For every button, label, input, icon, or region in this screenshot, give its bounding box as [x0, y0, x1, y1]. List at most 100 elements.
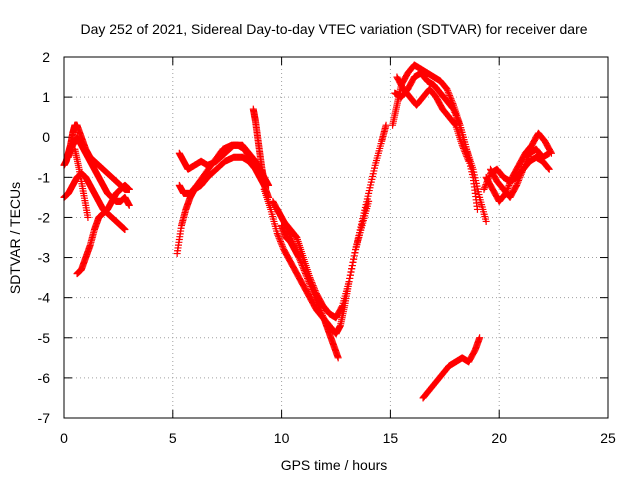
data-point	[318, 310, 326, 318]
x-axis-label: GPS time / hours	[281, 457, 388, 473]
data-point	[521, 160, 529, 168]
data-point	[310, 283, 318, 291]
data-point	[306, 274, 314, 282]
data-point	[292, 232, 300, 240]
x-tick-label: 5	[169, 430, 177, 446]
data-point	[345, 278, 353, 286]
y-tick-label: -2	[38, 209, 51, 225]
data-point	[515, 175, 523, 183]
data-point	[455, 118, 463, 126]
data-point	[308, 278, 316, 286]
data-points	[60, 61, 555, 402]
data-point	[317, 308, 325, 316]
data-point	[513, 181, 521, 189]
data-point	[334, 354, 342, 362]
y-axis-label: SDTVAR / TECUs	[7, 182, 23, 294]
data-point	[346, 271, 354, 279]
data-point	[544, 164, 552, 172]
data-point	[308, 280, 316, 288]
series-arc-5	[71, 145, 92, 221]
data-point	[545, 165, 553, 173]
data-point	[351, 249, 359, 257]
data-point	[451, 108, 459, 116]
data-point	[481, 184, 489, 192]
y-tick-label: -3	[38, 250, 51, 266]
data-point	[365, 197, 373, 205]
series-arc-15	[393, 73, 473, 165]
data-point	[247, 157, 255, 165]
data-point	[338, 303, 346, 311]
y-tick-label: -1	[38, 169, 51, 185]
data-point	[473, 205, 481, 213]
data-point	[520, 162, 528, 170]
x-tick-label: 20	[491, 430, 507, 446]
data-point	[346, 274, 354, 282]
data-point	[504, 183, 512, 191]
data-point	[273, 229, 281, 237]
tick-labels: 0 5 10 15 20 25 -7 -6 -5 -4 -3 -2 -1 0 1 2	[38, 49, 616, 446]
data-point	[349, 258, 357, 266]
data-point	[296, 257, 304, 265]
data-point	[319, 313, 327, 321]
data-point	[522, 159, 530, 167]
data-point	[518, 167, 526, 175]
data-point	[518, 169, 526, 177]
data-point	[513, 180, 521, 188]
chart-title: Day 252 of 2021, Sidereal Day-to-day VTE…	[80, 21, 587, 37]
data-point	[307, 277, 315, 285]
data-point	[444, 87, 452, 95]
data-point	[447, 95, 455, 103]
x-tick-label: 25	[600, 430, 616, 446]
y-tick-label: -4	[38, 290, 51, 306]
data-point	[522, 157, 530, 165]
data-point	[278, 242, 286, 250]
data-point	[517, 172, 525, 180]
data-point	[480, 185, 488, 193]
series-arc-10	[260, 121, 390, 338]
data-point	[514, 178, 522, 186]
data-point	[455, 120, 463, 128]
data-point	[545, 149, 553, 157]
series-arc-8	[175, 141, 255, 197]
data-point	[444, 88, 452, 96]
series-arc-13	[278, 221, 303, 262]
series-arc-16	[391, 69, 481, 213]
data-point	[317, 307, 325, 315]
series-arc-12	[273, 197, 373, 322]
data-point	[274, 231, 282, 239]
y-tick-label: 1	[42, 89, 50, 105]
data-point	[516, 173, 524, 181]
data-point	[125, 185, 133, 193]
data-point	[482, 217, 490, 225]
data-point	[507, 177, 515, 185]
series-arc-17	[419, 334, 484, 402]
y-tick-label: 0	[42, 129, 50, 145]
y-tick-label: -7	[38, 410, 51, 426]
data-point	[125, 201, 133, 209]
data-point	[311, 286, 319, 294]
data-point	[452, 112, 460, 120]
x-tick-label: 0	[60, 430, 68, 446]
x-tick-label: 15	[383, 430, 399, 446]
data-point	[320, 315, 328, 323]
y-tick-label: -6	[38, 370, 51, 386]
series-arc-20	[486, 145, 553, 201]
data-point	[517, 170, 525, 178]
data-point	[445, 90, 453, 98]
data-point	[348, 262, 356, 270]
data-point	[265, 181, 273, 189]
data-point	[453, 113, 461, 121]
series-arc-3	[60, 169, 129, 233]
data-point	[295, 254, 303, 262]
data-point	[506, 180, 514, 188]
x-tick-label: 10	[274, 430, 290, 446]
data-point	[309, 282, 317, 290]
data-point	[260, 177, 268, 185]
series-arc-9	[249, 105, 268, 185]
data-point	[524, 152, 532, 160]
data-point	[382, 121, 390, 129]
data-point	[84, 213, 92, 221]
data-point	[515, 177, 523, 185]
data-point	[121, 225, 129, 233]
